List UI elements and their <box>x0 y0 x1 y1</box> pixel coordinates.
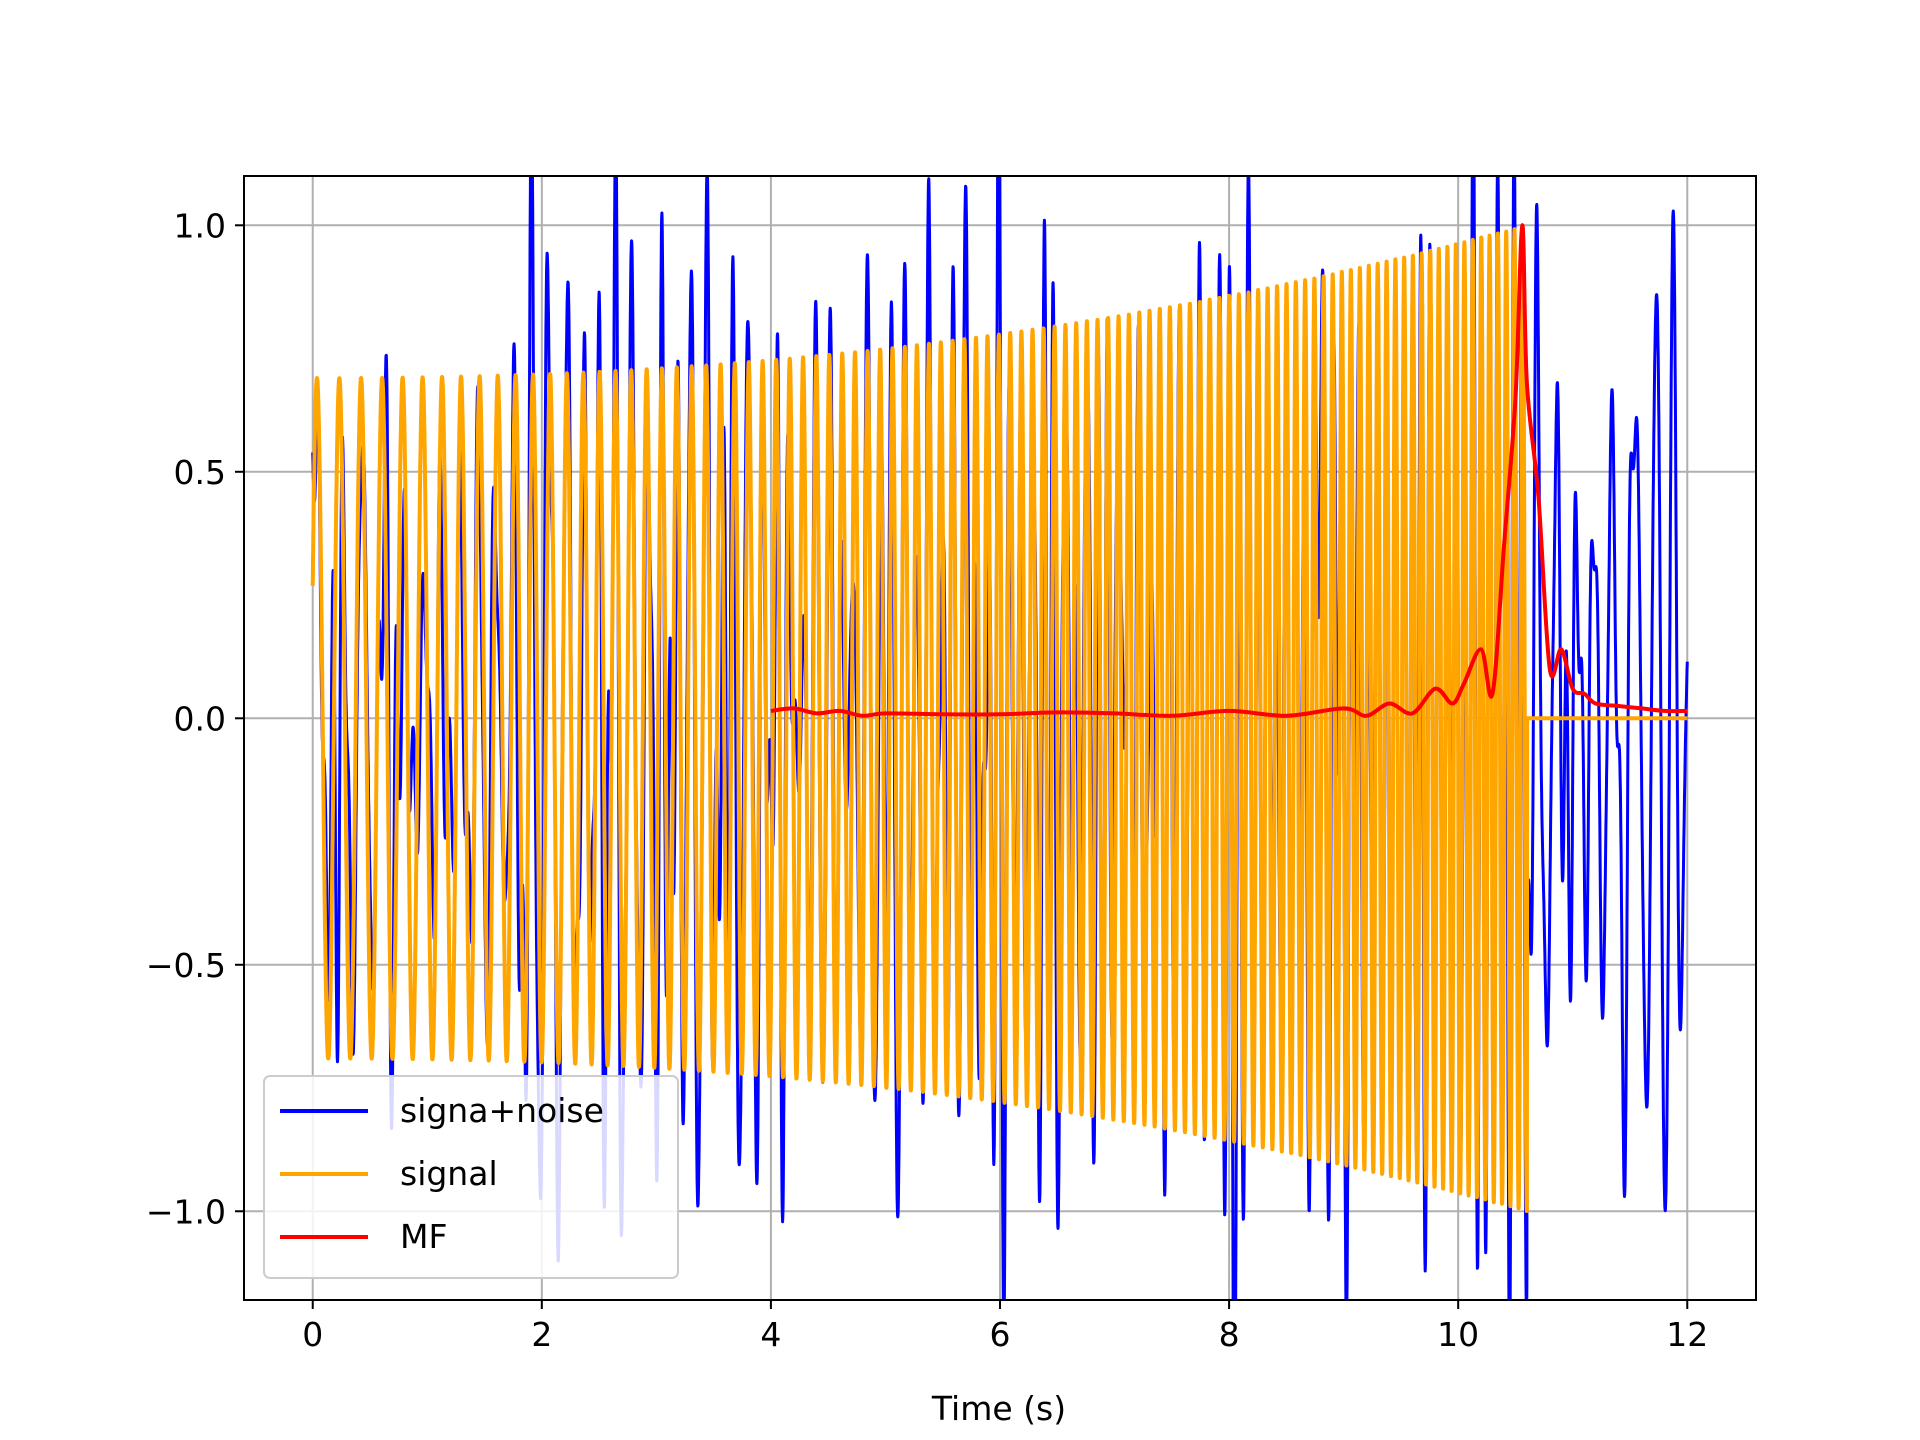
y-tick-label: −1.0 <box>146 1192 226 1231</box>
ticks: 0 2 4 6 8 10 12 −1.0 −0.5 0.0 0.5 1.0 <box>146 206 1708 1354</box>
x-axis-title: Time (s) <box>931 1389 1066 1428</box>
legend: signa+noise signal MF <box>263 1075 679 1279</box>
x-tick-label: 0 <box>302 1315 323 1354</box>
x-tick-label: 12 <box>1666 1315 1708 1354</box>
x-tick-label: 8 <box>1219 1315 1240 1354</box>
x-tick-label: 10 <box>1437 1315 1479 1354</box>
legend-label-signal-noise: signa+noise <box>400 1091 604 1130</box>
series-line-signal <box>310 225 1690 1213</box>
legend-label-signal: signal <box>400 1154 498 1193</box>
y-tick-label: 0.5 <box>174 453 226 492</box>
legend-label-mf: MF <box>400 1217 447 1256</box>
y-tick-label: 1.0 <box>174 206 226 245</box>
y-tick-label: 0.0 <box>174 699 226 738</box>
x-tick-label: 6 <box>990 1315 1011 1354</box>
x-tick-label: 4 <box>760 1315 781 1354</box>
x-tick-label: 2 <box>531 1315 552 1354</box>
series-line-mf <box>770 223 1688 718</box>
y-tick-label: −0.5 <box>146 946 226 985</box>
legend-box <box>263 1075 679 1279</box>
